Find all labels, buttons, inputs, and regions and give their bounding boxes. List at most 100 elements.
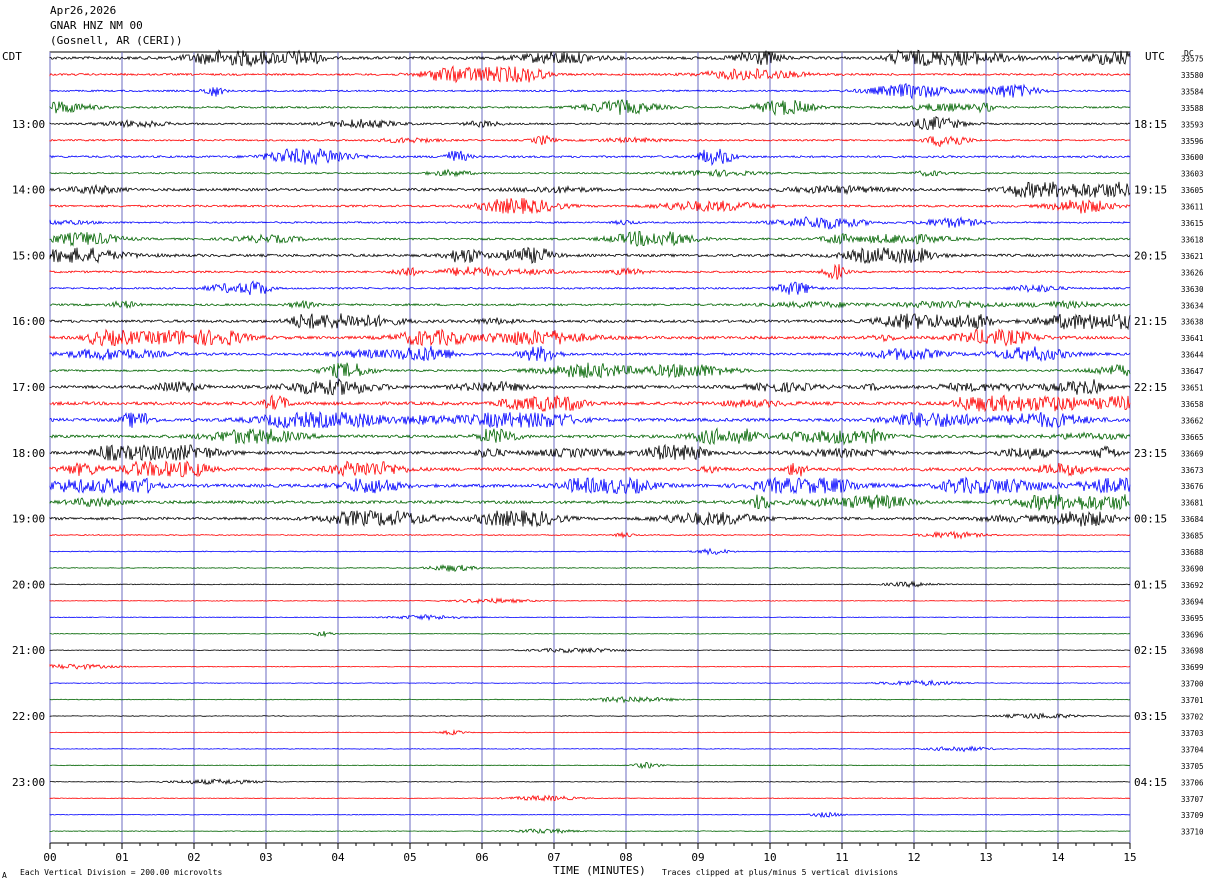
dc-offset-label: 33699 (1181, 663, 1204, 672)
x-tick-label: 06 (475, 851, 488, 864)
trace-row (49, 811, 1131, 819)
clip-note: Traces clipped at plus/minus 5 vertical … (662, 868, 899, 877)
dc-offset-label: 33596 (1181, 137, 1204, 146)
corner-mark: A (2, 871, 7, 880)
trace-row (49, 580, 1131, 589)
dc-offset-label: 33647 (1181, 367, 1204, 376)
trace-row (49, 198, 1131, 214)
dc-offset-label: 33634 (1181, 301, 1204, 310)
dc-offset-label: 33706 (1181, 778, 1204, 787)
trace-row (49, 679, 1131, 687)
right-hour-label: 01:15 (1134, 578, 1167, 591)
right-timezone-label: UTC (1145, 50, 1165, 63)
trace-row (49, 494, 1131, 512)
trace-row (49, 246, 1131, 265)
trace-row (49, 378, 1131, 396)
dc-offset-label: 33662 (1181, 416, 1204, 425)
left-hour-label: 16:00 (12, 315, 45, 328)
trace-row (49, 411, 1131, 429)
trace-row (50, 614, 1131, 621)
dc-offset-label: 33615 (1181, 219, 1204, 228)
left-hour-label: 19:00 (12, 513, 45, 526)
trace-row (49, 280, 1131, 296)
dc-offset-label: 33603 (1181, 170, 1204, 179)
dc-offset-label: 33658 (1181, 400, 1204, 409)
dc-offset-label: 33605 (1181, 186, 1204, 195)
trace-row (49, 230, 1131, 247)
plot-grid (49, 51, 1131, 849)
trace-row (49, 794, 1131, 802)
dc-offset-label: 33709 (1181, 811, 1204, 820)
dc-offset-label: 33698 (1181, 647, 1204, 656)
trace-row (49, 49, 1131, 68)
dc-offset-label: 33611 (1181, 203, 1204, 212)
trace-row (49, 362, 1131, 379)
dc-offset-label: 33618 (1181, 235, 1204, 244)
left-hour-label: 21:00 (12, 644, 45, 657)
left-hour-label: 15:00 (12, 249, 45, 262)
dc-offset-label: 33703 (1181, 729, 1204, 738)
dc-offset-label: 33696 (1181, 630, 1204, 639)
left-hour-label: 22:00 (12, 710, 45, 723)
trace-row (49, 460, 1131, 478)
trace-row (49, 427, 1131, 446)
trace-row (49, 115, 1131, 131)
dc-offset-label: 33707 (1181, 795, 1204, 804)
trace-row (49, 828, 1131, 835)
trace-row (49, 346, 1131, 363)
left-hour-label: 13:00 (12, 118, 45, 131)
trace-row (49, 134, 1131, 148)
dc-offset-label: 33692 (1181, 581, 1204, 590)
trace-row (49, 530, 1131, 540)
left-hour-label: 14:00 (12, 184, 45, 197)
trace-row (49, 647, 1131, 655)
dc-offset-label: 33702 (1181, 713, 1204, 722)
trace-row (49, 263, 1131, 280)
trace-row (49, 510, 1131, 528)
x-tick-label: 14 (1051, 851, 1065, 864)
dc-offset-label: 33710 (1181, 828, 1204, 837)
dc-offset-label: 33705 (1181, 762, 1204, 771)
trace-row (49, 98, 1131, 116)
dc-offset-label: 33600 (1181, 153, 1204, 162)
trace-row (49, 82, 1131, 100)
dc-offset-label: 33584 (1181, 87, 1204, 96)
x-tick-label: 08 (619, 851, 632, 864)
x-tick-label: 10 (763, 851, 776, 864)
right-hour-label: 02:15 (1134, 644, 1167, 657)
dc-offset-label: 33673 (1181, 466, 1204, 475)
trace-row (49, 778, 1131, 786)
dc-offset-label: 33630 (1181, 285, 1204, 294)
trace-row (49, 328, 1131, 347)
x-axis-title: TIME (MINUTES) (553, 864, 646, 877)
right-hour-label: 04:15 (1134, 776, 1167, 789)
x-tick-label: 11 (835, 851, 848, 864)
dc-offset-label: 33593 (1181, 120, 1204, 129)
trace-row (49, 476, 1131, 495)
trace-row (49, 547, 1131, 556)
dc-offset-label: 33690 (1181, 564, 1204, 573)
right-hour-label: 22:15 (1134, 381, 1167, 394)
dc-offset-label: 33580 (1181, 71, 1204, 80)
left-hour-label: 23:00 (12, 776, 45, 789)
x-tick-label: 07 (547, 851, 560, 864)
x-tick-label: 03 (259, 851, 272, 864)
trace-row (49, 663, 1131, 671)
dc-offset-header: DC (1184, 49, 1194, 58)
right-hour-label: 18:15 (1134, 118, 1167, 131)
dc-offset-label: 33638 (1181, 318, 1204, 327)
trace-row (49, 299, 1131, 309)
trace-row (49, 443, 1131, 462)
trace-row (49, 216, 1131, 230)
dc-offset-label: 33684 (1181, 515, 1204, 524)
trace-row (49, 597, 1131, 605)
x-tick-label: 04 (331, 851, 345, 864)
x-tick-label: 15 (1123, 851, 1136, 864)
dc-offset-label: 33575 (1181, 55, 1204, 64)
trace-row (49, 695, 1131, 704)
trace-row (49, 168, 1131, 178)
trace-row (49, 313, 1131, 331)
dc-offset-label: 33669 (1181, 449, 1204, 458)
x-tick-label: 02 (187, 851, 200, 864)
x-tick-label: 05 (403, 851, 416, 864)
